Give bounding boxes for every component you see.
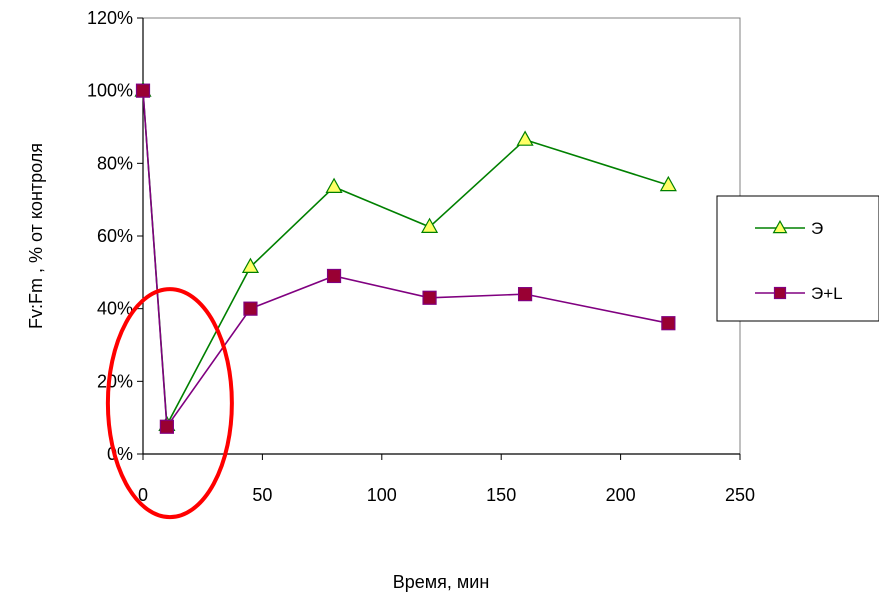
y-tick-label: 100% <box>87 81 133 101</box>
data-point <box>516 130 534 146</box>
legend: Э Э+L <box>716 195 879 322</box>
data-point <box>659 175 677 192</box>
legend-box <box>716 195 879 322</box>
data-point <box>241 257 260 273</box>
legend-items: Э Э+L <box>755 219 843 303</box>
y-tick-label: 20% <box>97 371 133 391</box>
data-point <box>243 301 258 316</box>
y-tick-label: 60% <box>97 226 133 246</box>
series-layer <box>134 81 677 434</box>
plot-area <box>142 17 741 455</box>
y-tick-label: 40% <box>97 299 133 319</box>
legend-label: Э+L <box>811 284 843 303</box>
data-point <box>325 177 343 194</box>
data-point <box>159 419 174 434</box>
x-axis-title: Время, мин <box>393 572 490 592</box>
x-tick-label: 0 <box>138 485 148 505</box>
data-point <box>661 316 676 331</box>
data-point <box>517 287 533 302</box>
series-2 <box>135 83 676 434</box>
legend-marker <box>773 286 787 300</box>
data-point <box>326 268 342 284</box>
data-point <box>422 290 437 305</box>
x-tick-label: 100 <box>367 485 397 505</box>
annotation-layer <box>105 287 234 520</box>
x-tick-label: 150 <box>486 485 516 505</box>
y-tick-label: 80% <box>97 153 133 173</box>
data-point <box>135 83 151 98</box>
legend-marker <box>772 219 788 234</box>
axes: 0%20%40%60%80%100%120%0 50 100 150 200 250 <box>87 8 755 505</box>
x-tick-label: 50 <box>252 485 272 505</box>
x-tick-label: 250 <box>725 485 755 505</box>
y-tick-label: 120% <box>87 8 133 28</box>
highlight-ellipse <box>105 287 234 520</box>
data-point <box>420 217 439 233</box>
legend-label: Э <box>811 219 823 238</box>
x-tick-label: 200 <box>606 485 636 505</box>
y-axis-title: Fv:Fm , % от контроля <box>26 143 46 329</box>
